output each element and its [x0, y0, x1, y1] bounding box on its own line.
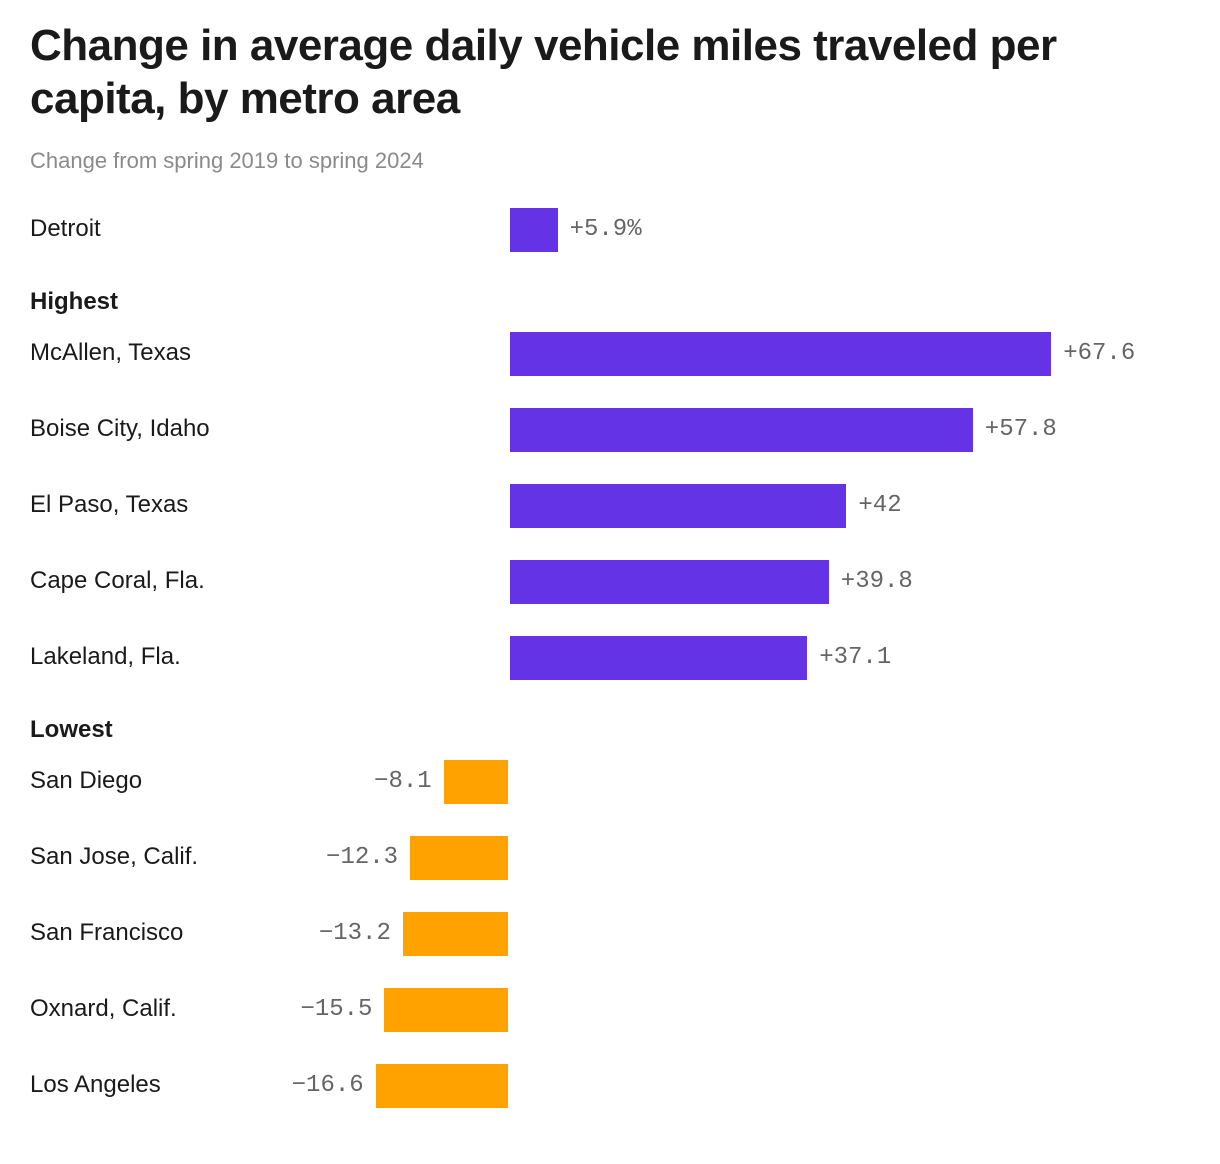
neg-zone: −15.5 [282, 982, 509, 1038]
row-label-col: El Paso, Texas [30, 478, 282, 534]
row-label: San Diego [30, 768, 142, 794]
chart-row: El Paso, Texas +42 [30, 478, 1190, 534]
row-value: +57.8 [985, 416, 1057, 443]
pos-zone [510, 830, 1190, 886]
neg-zone: −8.1 [282, 754, 509, 810]
neg-zone [282, 554, 509, 610]
row-label-col: San Diego [30, 754, 282, 810]
row-value: +42 [858, 492, 901, 519]
chart-row: San Diego −8.1 [30, 754, 1190, 810]
pos-zone: +42 [510, 478, 1190, 534]
chart-row: Boise City, Idaho +57.8 [30, 402, 1190, 458]
bar-chart: Detroit +5.9% Highest McAllen, Texas +67.6 Bo… [30, 202, 1190, 1114]
chart-row: McAllen, Texas +67.6 [30, 326, 1190, 382]
neg-zone: −13.2 [282, 906, 509, 962]
bar-positive [510, 408, 972, 452]
row-label-col: Los Angeles [30, 1058, 282, 1114]
row-label: San Jose, Calif. [30, 844, 198, 870]
chart-row: Lakeland, Fla. +37.1 [30, 630, 1190, 686]
row-value: +39.8 [841, 568, 913, 595]
bar-positive [510, 332, 1051, 376]
chart-title: Change in average daily vehicle miles tr… [30, 20, 1190, 126]
chart-row: Cape Coral, Fla. +39.8 [30, 554, 1190, 610]
row-label: San Francisco [30, 920, 183, 946]
pos-zone [510, 906, 1190, 962]
bar-negative [410, 836, 508, 880]
chart-container: Change in average daily vehicle miles tr… [0, 0, 1220, 1164]
row-label: Detroit [30, 216, 101, 242]
bar-negative [376, 1064, 509, 1108]
neg-zone [282, 326, 509, 382]
row-value: −16.6 [292, 1072, 364, 1099]
pos-zone [510, 1058, 1190, 1114]
row-value: −15.5 [300, 996, 372, 1023]
neg-zone: −12.3 [282, 830, 509, 886]
pos-zone: +5.9% [510, 202, 1190, 258]
neg-zone [282, 402, 509, 458]
row-value: −8.1 [374, 768, 432, 795]
pos-zone: +37.1 [510, 630, 1190, 686]
bar-negative [384, 988, 508, 1032]
bar-negative [403, 912, 509, 956]
pos-zone [510, 982, 1190, 1038]
bar-positive [510, 560, 828, 604]
row-value: +37.1 [819, 644, 891, 671]
bar-positive [510, 208, 557, 252]
neg-zone: −16.6 [282, 1058, 509, 1114]
pos-zone: +67.6 [510, 326, 1190, 382]
row-label: Boise City, Idaho [30, 416, 210, 442]
pos-zone: +57.8 [510, 402, 1190, 458]
chart-row: San Jose, Calif. −12.3 [30, 830, 1190, 886]
bar-positive [510, 484, 846, 528]
row-value: +5.9% [570, 216, 642, 243]
row-label: El Paso, Texas [30, 492, 188, 518]
row-label: Los Angeles [30, 1072, 161, 1098]
row-label: McAllen, Texas [30, 340, 191, 366]
row-value: −13.2 [319, 920, 391, 947]
chart-row: Los Angeles −16.6 [30, 1058, 1190, 1114]
neg-zone [282, 630, 509, 686]
row-value: −12.3 [326, 844, 398, 871]
row-label-col: San Francisco [30, 906, 282, 962]
pos-zone [510, 754, 1190, 810]
row-label-col: Cape Coral, Fla. [30, 554, 282, 610]
row-value: +67.6 [1063, 340, 1135, 367]
row-label-col: San Jose, Calif. [30, 830, 282, 886]
chart-row: San Francisco −13.2 [30, 906, 1190, 962]
chart-row: Oxnard, Calif. −15.5 [30, 982, 1190, 1038]
row-label: Lakeland, Fla. [30, 644, 181, 670]
row-label: Cape Coral, Fla. [30, 568, 205, 594]
bar-positive [510, 636, 807, 680]
neg-zone [282, 202, 509, 258]
row-label-col: Lakeland, Fla. [30, 630, 282, 686]
section-heading: Lowest [30, 716, 1190, 744]
chart-subtitle: Change from spring 2019 to spring 2024 [30, 148, 1190, 174]
chart-row: Detroit +5.9% [30, 202, 1190, 258]
row-label-col: Oxnard, Calif. [30, 982, 282, 1038]
row-label-col: Detroit [30, 202, 282, 258]
row-label-col: Boise City, Idaho [30, 402, 282, 458]
row-label: Oxnard, Calif. [30, 996, 177, 1022]
row-label-col: McAllen, Texas [30, 326, 282, 382]
section-heading: Highest [30, 288, 1190, 316]
pos-zone: +39.8 [510, 554, 1190, 610]
neg-zone [282, 478, 509, 534]
bar-negative [444, 760, 509, 804]
